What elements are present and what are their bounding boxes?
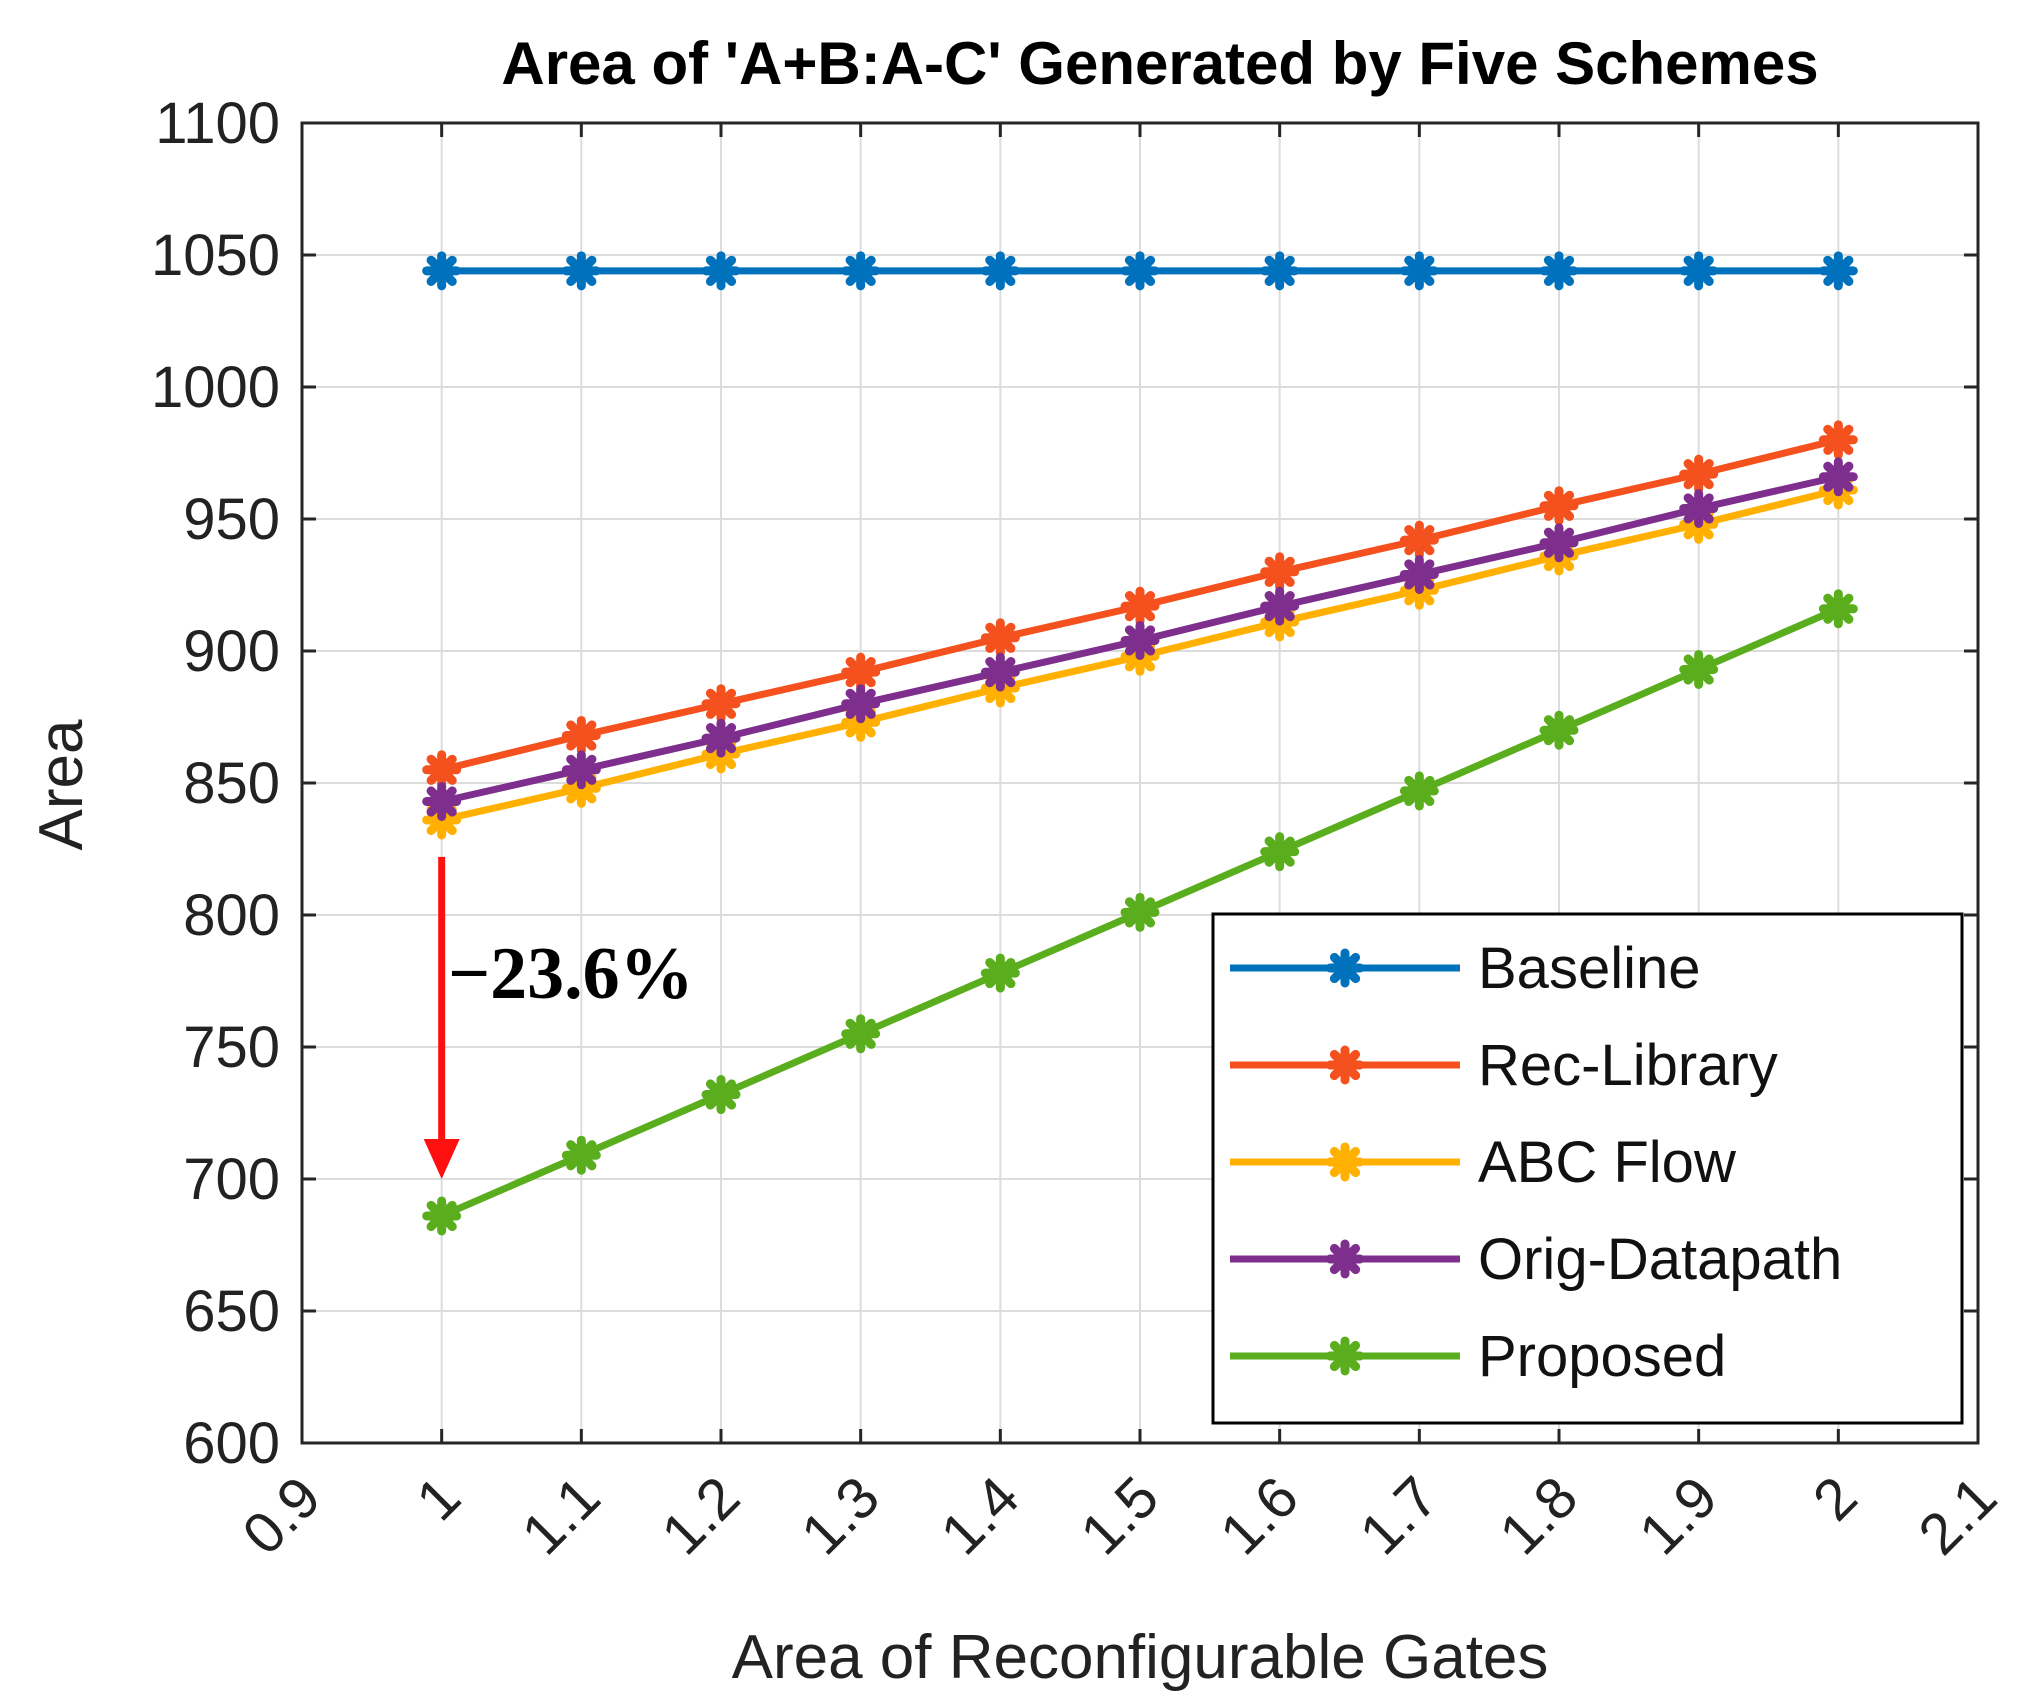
y-tick-labels: 600 650 700 750 800 850 900 950 1000 1050 1100 [151, 91, 280, 1476]
data-point [1120, 251, 1160, 291]
data-point [980, 652, 1020, 692]
data-point [422, 781, 462, 821]
data-point [561, 715, 601, 755]
y-tick-label: 1050 [151, 223, 280, 288]
series-proposed [422, 589, 1858, 1236]
data-point [561, 750, 601, 790]
legend-label: Rec-Library [1478, 1033, 1778, 1098]
data-point [980, 953, 1020, 993]
y-axis-label: Area [27, 719, 96, 850]
legend-item: Proposed [1230, 1324, 1726, 1389]
legend-item: Baseline [1230, 936, 1700, 1001]
legend-label: Baseline [1478, 936, 1700, 1001]
y-tick-label: 800 [183, 883, 280, 948]
series-layer [422, 251, 1858, 1236]
legend-label: ABC Flow [1478, 1130, 1737, 1195]
data-point [1120, 620, 1160, 660]
data-point [1818, 251, 1858, 291]
annotation-arrow-head [423, 1139, 460, 1179]
data-point [422, 1196, 462, 1236]
data-point [701, 251, 741, 291]
y-tick-label: 600 [183, 1411, 280, 1476]
data-point [561, 251, 601, 291]
data-point [1260, 552, 1300, 592]
data-point [841, 652, 881, 692]
y-tick-label: 850 [183, 751, 280, 816]
data-point [1399, 771, 1439, 811]
y-tick-label: 750 [183, 1015, 280, 1080]
data-point [1679, 251, 1719, 291]
x-axis-label: Area of Reconfigurable Gates [732, 1623, 1549, 1692]
data-point [1539, 486, 1579, 526]
chart-title: Area of 'A+B:A-C' Generated by Five Sche… [501, 30, 1818, 97]
data-point [1399, 520, 1439, 560]
data-point [980, 251, 1020, 291]
data-point [1818, 420, 1858, 460]
y-tick-label: 1100 [155, 91, 280, 156]
data-point [1539, 251, 1579, 291]
data-point [701, 718, 741, 758]
data-point [1679, 454, 1719, 494]
data-point [1399, 554, 1439, 594]
data-point [1260, 251, 1300, 291]
data-point [561, 1135, 601, 1175]
data-point [1539, 710, 1579, 750]
series-rec-library [422, 420, 1858, 790]
legend-item: ABC Flow [1230, 1130, 1737, 1195]
legend-swatch-marker [1325, 1239, 1365, 1279]
y-tick-label: 1000 [151, 355, 280, 420]
data-point [980, 618, 1020, 658]
data-point [1120, 892, 1160, 932]
data-point [1679, 649, 1719, 689]
series-orig-datapath [422, 457, 1858, 821]
annotation-label: −23.6% [448, 933, 694, 1015]
data-point [1120, 586, 1160, 626]
legend-label: Proposed [1478, 1324, 1726, 1389]
data-point [1260, 586, 1300, 626]
data-point [841, 251, 881, 291]
y-tick-label: 700 [183, 1147, 280, 1212]
y-tick-label: 950 [183, 487, 280, 552]
y-tick-label: 900 [183, 619, 280, 684]
legend-swatch-marker [1325, 1336, 1365, 1376]
legend-swatch-marker [1325, 1045, 1365, 1085]
series-baseline [422, 251, 1858, 291]
legend-swatch-marker [1325, 948, 1365, 988]
axes [300, 121, 1980, 1445]
data-point [1818, 589, 1858, 629]
data-point [1539, 523, 1579, 563]
data-point [1818, 457, 1858, 497]
legend-swatch-marker [1325, 1142, 1365, 1182]
data-point [841, 684, 881, 724]
data-point [422, 750, 462, 790]
data-point [1399, 251, 1439, 291]
legend-item: Orig-Datapath [1230, 1227, 1842, 1292]
annotation-layer: −23.6% [423, 856, 694, 1179]
data-point [1679, 488, 1719, 528]
data-point [701, 684, 741, 724]
data-point [1260, 832, 1300, 872]
legend-label: Orig-Datapath [1478, 1227, 1842, 1292]
data-point [422, 251, 462, 291]
legend: Baseline Rec-Library ABC Flow Orig-Datapath… [1211, 912, 1964, 1425]
data-point [841, 1014, 881, 1054]
y-tick-label: 650 [183, 1279, 280, 1344]
legend-item: Rec-Library [1230, 1033, 1778, 1098]
data-point [701, 1075, 741, 1115]
